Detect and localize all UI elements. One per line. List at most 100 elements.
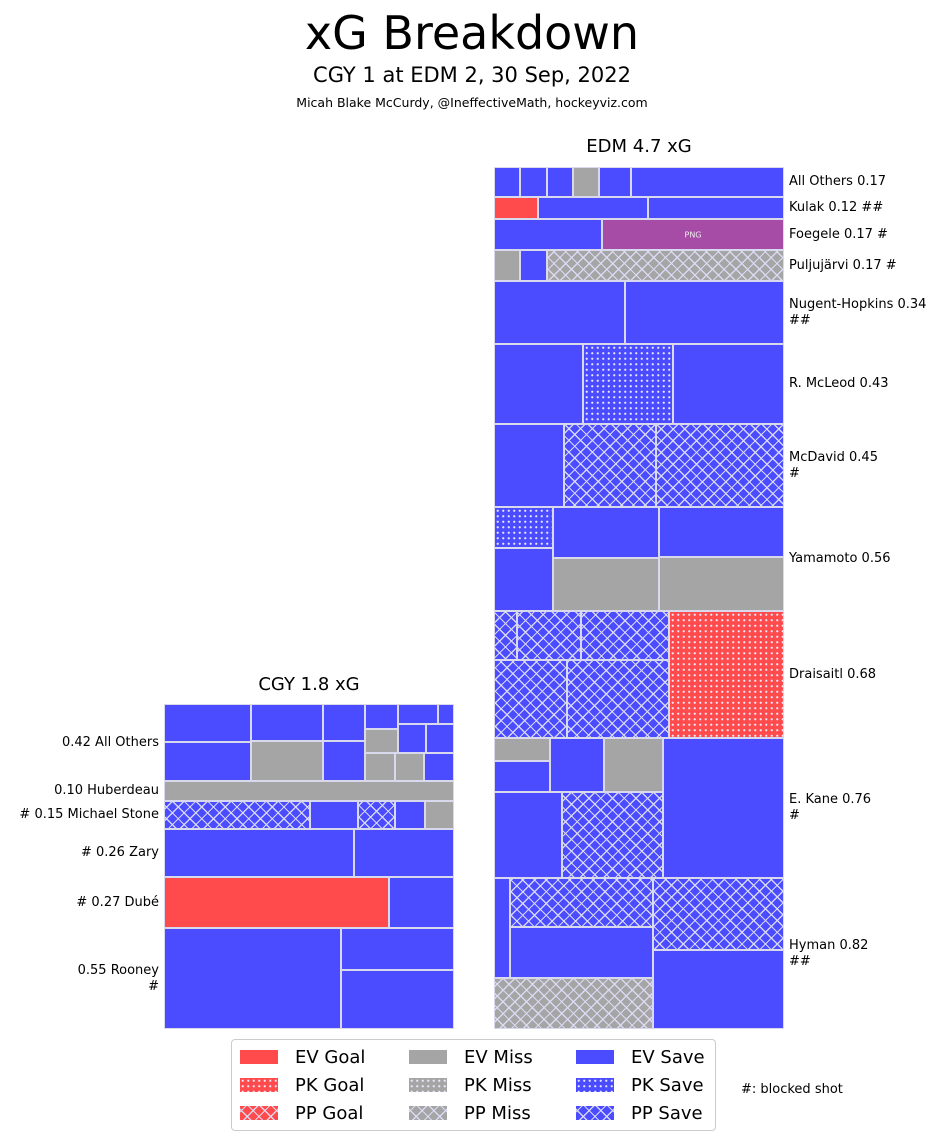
shot-block — [251, 741, 323, 781]
shot-block — [389, 877, 454, 928]
shot-block — [164, 704, 251, 742]
row-label: 0.55 Rooney # — [77, 962, 159, 994]
shot-block — [494, 660, 567, 738]
legend-label: PK Miss — [464, 1074, 532, 1096]
shot-block — [567, 660, 669, 738]
shot-block — [510, 878, 653, 927]
shot-block — [550, 738, 604, 792]
shot-block — [494, 281, 625, 344]
shot-block — [494, 761, 550, 792]
legend-label: PP Miss — [464, 1102, 531, 1124]
row-label: McDavid 0.45 # — [789, 449, 878, 481]
legend-swatch — [409, 1050, 447, 1064]
shot-block — [494, 250, 520, 281]
shot-block — [510, 927, 653, 978]
shot-block — [659, 557, 784, 611]
shot-block — [631, 167, 784, 197]
shot-block — [553, 558, 659, 611]
legend-swatch — [576, 1050, 614, 1064]
shot-block — [164, 877, 389, 928]
legend-label: PK Goal — [295, 1074, 365, 1096]
row-label: E. Kane 0.76 # — [789, 792, 872, 823]
shot-block — [494, 219, 602, 250]
shot-block — [583, 344, 673, 424]
row-label: 0.42 All Others — [61, 734, 159, 750]
legend-label: EV Save — [631, 1046, 705, 1068]
shot-block — [573, 167, 599, 197]
legend-swatch — [240, 1106, 278, 1120]
legend-swatch — [409, 1106, 447, 1120]
legend-item: PP Goal — [240, 1102, 363, 1124]
legend-label: EV Goal — [295, 1046, 366, 1068]
chart-title: xG Breakdown — [304, 6, 640, 60]
shot-block — [251, 704, 323, 741]
legend-swatch — [409, 1078, 447, 1092]
shot-block — [164, 781, 454, 801]
legend-label: PK Save — [631, 1074, 704, 1096]
shot-block — [659, 507, 784, 557]
shot-block — [398, 704, 438, 724]
shot-block — [310, 801, 358, 829]
row-label: # 0.27 Dubé — [76, 894, 159, 910]
cgy-panel-title: CGY 1.8 xG — [258, 674, 360, 695]
shot-block — [520, 250, 547, 281]
legend-label: PP Goal — [295, 1102, 364, 1124]
shot-block — [547, 167, 573, 197]
shot-block — [395, 801, 425, 829]
shot-block — [648, 197, 784, 219]
row-label: Yamamoto 0.56 — [789, 551, 891, 566]
shot-block — [494, 167, 520, 197]
legend-item: PP Miss — [409, 1102, 531, 1124]
edm-panel-title: EDM 4.7 xG — [586, 136, 692, 157]
row-label: Foegele 0.17 # — [789, 226, 888, 242]
row-label: Hyman 0.82 ## — [789, 937, 869, 969]
shot-block — [494, 424, 564, 507]
shot-block — [164, 742, 251, 781]
shot-block — [547, 250, 784, 281]
legend: EV Goal PK Goal PP Goal EV Miss PK Miss PP Mi… — [231, 1039, 716, 1131]
shot-block — [365, 729, 398, 753]
shot-block — [341, 970, 454, 1029]
shot-block — [494, 611, 517, 660]
shot-block — [494, 878, 510, 978]
shot-block — [599, 167, 631, 197]
shot-block — [562, 792, 663, 878]
shot-block — [663, 738, 784, 878]
row-label: # 0.26 Zary — [80, 845, 159, 860]
legend-swatch — [240, 1078, 278, 1092]
shot-block — [673, 344, 784, 424]
shot-block — [653, 950, 784, 1029]
shot-block — [604, 738, 663, 792]
legend-label: EV Miss — [464, 1046, 533, 1068]
shot-block — [395, 753, 424, 781]
shot-block: PNG — [602, 219, 784, 250]
shot-block — [553, 507, 659, 558]
legend-item: EV Save — [576, 1046, 705, 1068]
shot-block — [424, 753, 454, 781]
row-label: Puljujärvi 0.17 # — [789, 257, 897, 273]
shot-block — [653, 878, 784, 950]
shot-block — [323, 704, 365, 741]
row-label: All Others 0.17 — [789, 174, 887, 189]
shot-block — [494, 792, 562, 878]
shot-block — [625, 281, 784, 344]
row-label: Draisaitl 0.68 — [789, 666, 877, 682]
row-label: 0.10 Huberdeau — [54, 783, 159, 798]
blocked-shot-note: #: blocked shot — [741, 1082, 843, 1097]
row-label: Nugent-Hopkins 0.34 ## — [789, 296, 927, 328]
shot-block — [564, 424, 656, 507]
shot-block — [426, 724, 454, 753]
shot-block — [581, 611, 669, 660]
legend-item: PK Miss — [409, 1074, 532, 1096]
shot-block — [365, 704, 398, 729]
legend-item: PK Goal — [240, 1074, 364, 1096]
row-label: # 0.15 Michael Stone — [19, 807, 159, 822]
shot-block — [164, 829, 354, 877]
shot-block — [494, 738, 550, 761]
shot-block — [656, 424, 784, 507]
row-label: Kulak 0.12 ## — [789, 200, 884, 215]
shot-block — [164, 801, 310, 829]
shot-block — [341, 928, 454, 970]
shot-block — [494, 507, 553, 548]
shot-block — [494, 978, 653, 1029]
